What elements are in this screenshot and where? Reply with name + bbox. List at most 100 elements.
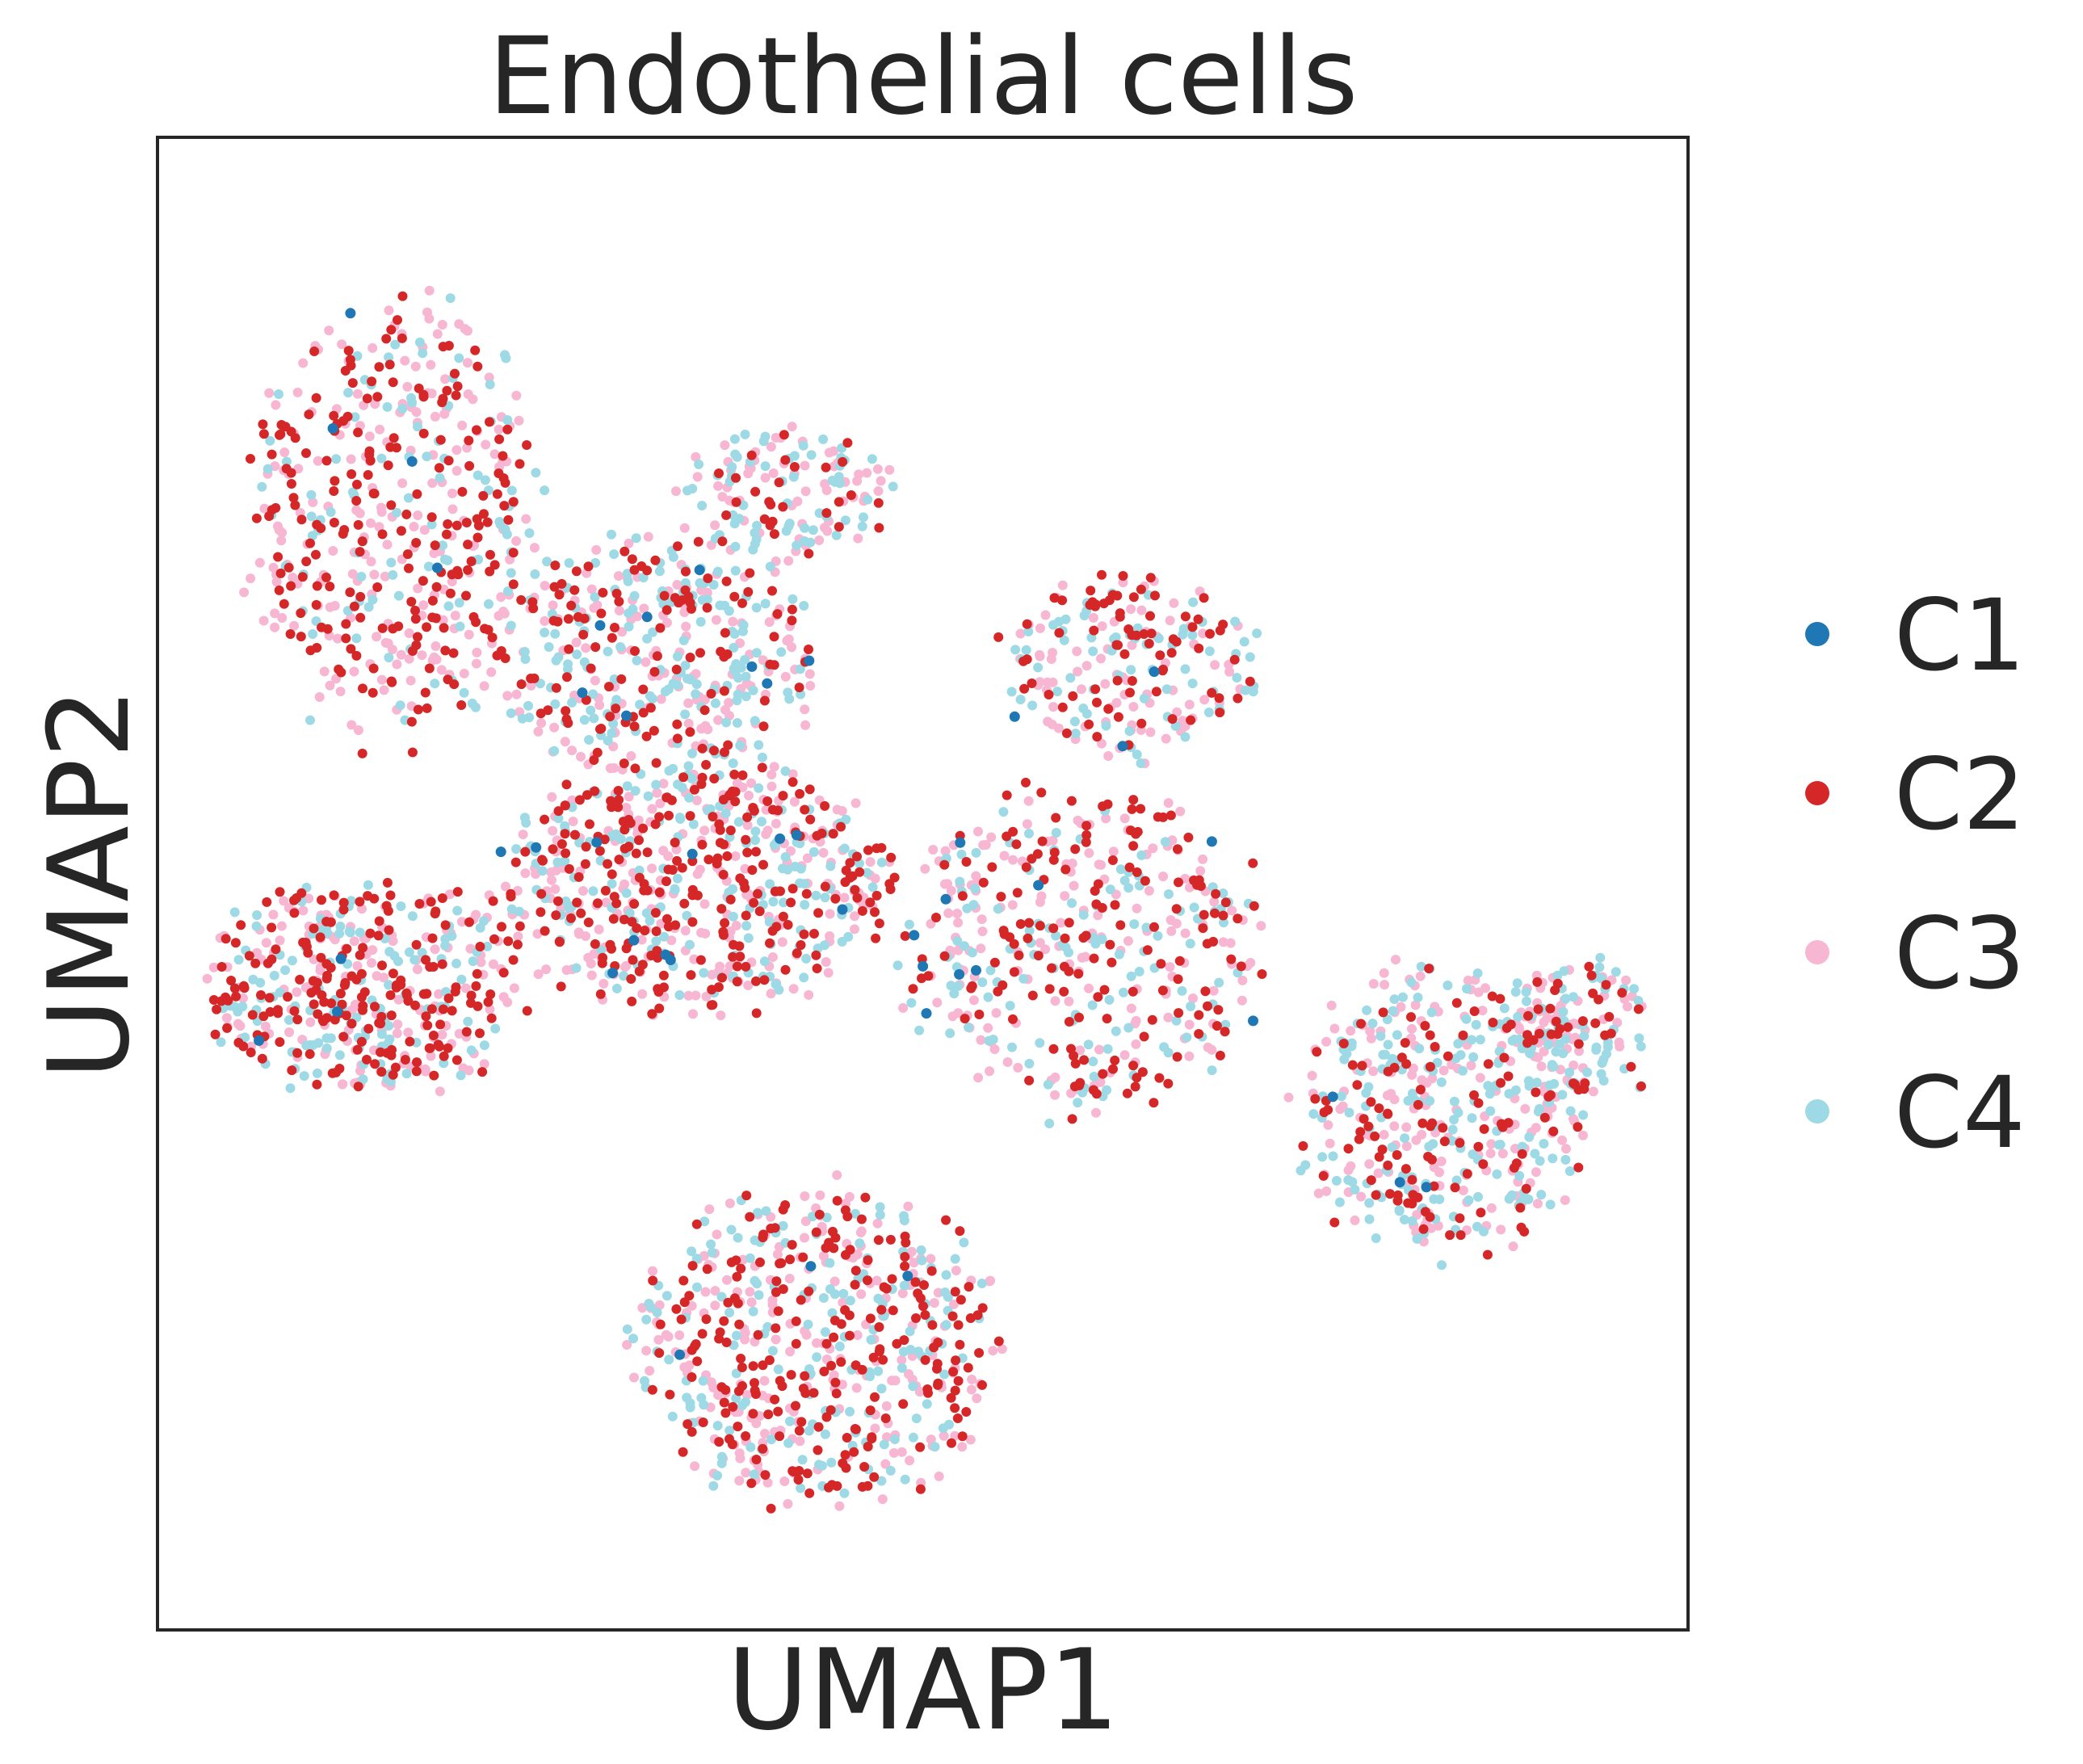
point-C3 bbox=[396, 649, 406, 660]
point-C3 bbox=[801, 1329, 812, 1340]
point-C4 bbox=[584, 735, 594, 745]
point-C3 bbox=[333, 633, 342, 644]
point-C4 bbox=[435, 472, 445, 483]
point-C4 bbox=[916, 1245, 926, 1255]
point-C2 bbox=[275, 887, 285, 897]
point-C4 bbox=[479, 1040, 489, 1051]
point-C2 bbox=[614, 855, 624, 865]
point-C3 bbox=[740, 863, 750, 874]
point-C2 bbox=[1400, 1038, 1410, 1048]
point-C4 bbox=[1406, 977, 1417, 988]
point-C4 bbox=[648, 627, 658, 637]
point-C2 bbox=[1496, 1077, 1506, 1088]
point-C4 bbox=[950, 1254, 960, 1264]
point-C2 bbox=[655, 623, 666, 633]
point-C4 bbox=[905, 1345, 916, 1354]
point-C2 bbox=[759, 695, 770, 706]
point-C2 bbox=[362, 1054, 372, 1065]
point-C3 bbox=[426, 1051, 436, 1061]
point-C2 bbox=[464, 917, 474, 927]
point-C2 bbox=[340, 366, 351, 376]
point-C2 bbox=[428, 1031, 439, 1040]
point-C4 bbox=[1512, 978, 1522, 989]
point-C4 bbox=[1434, 1194, 1445, 1204]
point-C3 bbox=[293, 464, 304, 474]
point-C2 bbox=[418, 989, 429, 999]
point-C3 bbox=[751, 1418, 762, 1429]
point-C2 bbox=[856, 1214, 867, 1224]
point-C4 bbox=[609, 830, 619, 840]
point-C2 bbox=[1200, 986, 1211, 997]
point-C3 bbox=[700, 720, 711, 731]
point-C2 bbox=[678, 1447, 688, 1457]
point-C2 bbox=[715, 838, 725, 848]
point-C3 bbox=[434, 989, 444, 999]
point-C3 bbox=[815, 1190, 825, 1200]
point-C4 bbox=[284, 1014, 294, 1025]
point-C2 bbox=[804, 1488, 815, 1498]
point-C2 bbox=[778, 791, 788, 801]
point-C2 bbox=[589, 755, 599, 765]
point-C2 bbox=[1233, 693, 1243, 704]
point-C2 bbox=[725, 894, 736, 905]
point-C2 bbox=[498, 451, 508, 461]
point-C4 bbox=[484, 598, 493, 609]
point-C2 bbox=[500, 653, 510, 663]
point-C4 bbox=[804, 1364, 814, 1374]
point-C1 bbox=[591, 837, 603, 848]
point-C2 bbox=[543, 705, 553, 716]
point-C3 bbox=[622, 1340, 632, 1350]
point-C2 bbox=[487, 632, 498, 643]
point-C2 bbox=[795, 788, 805, 799]
point-C2 bbox=[472, 425, 481, 435]
point-C2 bbox=[634, 966, 645, 976]
point-C3 bbox=[934, 1471, 944, 1481]
point-C2 bbox=[1128, 1060, 1139, 1071]
point-C4 bbox=[1564, 1067, 1575, 1077]
point-C4 bbox=[1472, 1221, 1482, 1232]
point-C2 bbox=[386, 676, 397, 687]
point-C4 bbox=[687, 773, 697, 783]
point-C2 bbox=[1573, 1039, 1584, 1049]
point-C3 bbox=[546, 867, 556, 877]
point-C3 bbox=[743, 468, 754, 479]
point-C2 bbox=[732, 961, 742, 972]
point-C3 bbox=[1101, 813, 1111, 824]
point-C3 bbox=[447, 504, 458, 514]
point-C3 bbox=[920, 863, 930, 874]
point-C3 bbox=[834, 1501, 845, 1511]
point-C2 bbox=[662, 792, 673, 803]
point-C4 bbox=[252, 910, 262, 920]
point-C4 bbox=[553, 652, 564, 662]
point-C3 bbox=[972, 1393, 982, 1404]
point-C4 bbox=[634, 865, 645, 876]
point-C3 bbox=[1195, 866, 1206, 876]
point-C2 bbox=[1215, 1050, 1225, 1060]
point-C3 bbox=[789, 796, 800, 807]
point-C2 bbox=[850, 1424, 860, 1434]
point-C4 bbox=[728, 758, 738, 768]
point-C4 bbox=[1530, 1149, 1540, 1159]
point-C2 bbox=[345, 587, 355, 598]
point-C2 bbox=[611, 704, 621, 714]
point-C2 bbox=[1601, 980, 1611, 990]
point-C2 bbox=[1110, 900, 1120, 910]
point-C3 bbox=[655, 798, 666, 808]
point-C4 bbox=[875, 1202, 885, 1212]
point-C2 bbox=[1021, 777, 1031, 788]
point-C2 bbox=[1153, 812, 1163, 822]
point-C2 bbox=[812, 964, 822, 973]
point-C2 bbox=[1024, 918, 1035, 928]
point-C3 bbox=[463, 358, 472, 368]
point-C3 bbox=[881, 1401, 892, 1411]
point-C2 bbox=[258, 429, 269, 439]
point-C4 bbox=[603, 736, 613, 746]
point-C4 bbox=[716, 1292, 727, 1302]
point-C4 bbox=[306, 511, 317, 522]
point-C2 bbox=[383, 460, 393, 471]
point-C4 bbox=[395, 700, 405, 711]
point-C2 bbox=[1009, 939, 1019, 949]
point-C2 bbox=[701, 1314, 712, 1325]
point-C4 bbox=[685, 1398, 695, 1409]
point-C3 bbox=[1417, 1075, 1427, 1086]
